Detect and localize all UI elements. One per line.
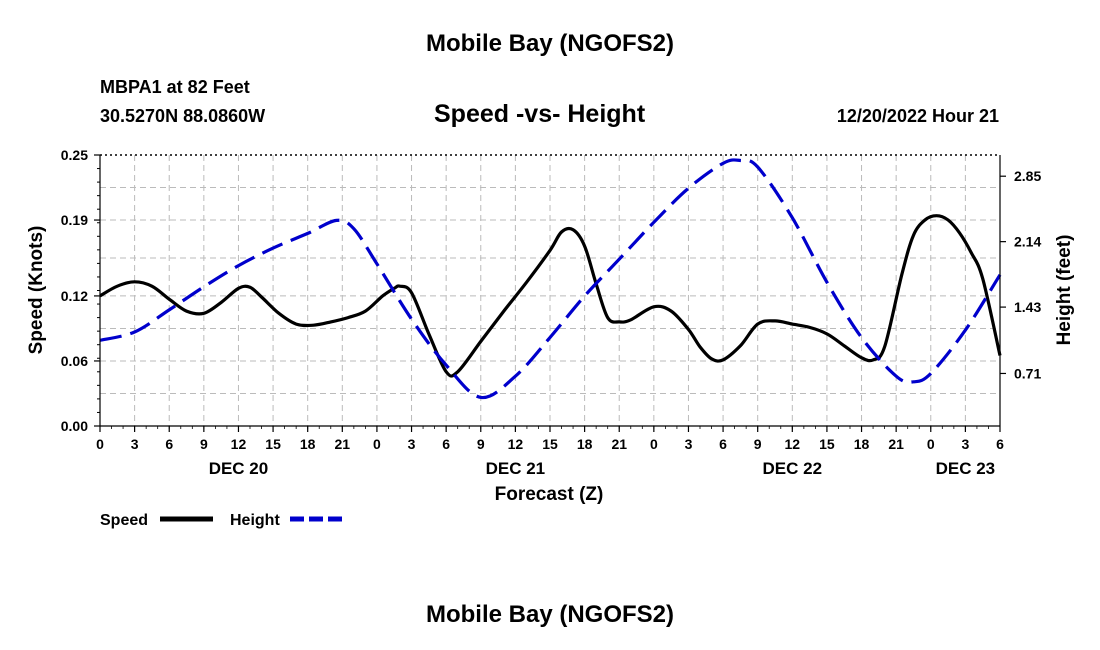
x-tick-label: 6 [996, 436, 1004, 452]
day-label: DEC 22 [763, 459, 823, 478]
x-tick-label: 15 [819, 436, 835, 452]
x-tick-label: 18 [300, 436, 316, 452]
x-tick-label: 15 [542, 436, 558, 452]
legend-height-label: Height [230, 512, 280, 529]
page-title: Mobile Bay (NGOFS2) [425, 30, 675, 57]
x-tick-label: 6 [165, 436, 173, 452]
x-tick-label: 21 [611, 436, 627, 452]
x-tick-label: 3 [408, 436, 416, 452]
x-tick-label: 21 [888, 436, 904, 452]
y-tick-label: 0.25 [61, 147, 88, 163]
x-tick-label: 9 [477, 436, 485, 452]
height-series-line [99, 158, 1002, 400]
x-tick-label: 0 [96, 436, 104, 452]
x-tick-label: 3 [685, 436, 693, 452]
x-tick-label: 18 [854, 436, 870, 452]
y2-tick-label: 1.43 [1014, 299, 1041, 315]
station-label: MBPA1 at 82 Feet [100, 77, 250, 97]
footer-title: Mobile Bay (NGOFS2) [425, 601, 675, 628]
axes: 0.00 0.06 0.12 0.19 0.25 0.71 1.43 2.14 2.85 0 3 6 9… [61, 147, 1042, 478]
x-tick-label: 0 [373, 436, 381, 452]
y-axis-title: Speed (Knots) [26, 226, 47, 355]
x-tick-label: 21 [335, 436, 351, 452]
y2-axis-title: Height (feet) [1054, 235, 1075, 346]
y2-tick-label: 0.71 [1014, 365, 1041, 381]
speed-series-line [99, 214, 1002, 378]
grid [100, 155, 1000, 426]
y-tick-label: 0.12 [61, 288, 88, 304]
legend: Speed Height [100, 512, 343, 529]
day-label: DEC 23 [936, 459, 996, 478]
x-tick-label: 0 [650, 436, 658, 452]
y2-tick-label: 2.85 [1014, 168, 1041, 184]
chart-title: Speed -vs- Height [434, 100, 646, 128]
x-tick-label: 3 [961, 436, 969, 452]
x-tick-label: 9 [200, 436, 208, 452]
x-tick-label: 15 [265, 436, 281, 452]
y-tick-label: 0.00 [61, 418, 88, 434]
x-tick-label: 0 [927, 436, 935, 452]
y-tick-label: 0.06 [61, 353, 88, 369]
x-tick-label: 12 [231, 436, 247, 452]
day-label: DEC 20 [209, 459, 269, 478]
series-layer [99, 158, 1002, 400]
x-tick-label: 18 [577, 436, 593, 452]
x-tick-label: 6 [442, 436, 450, 452]
x-tick-label: 12 [785, 436, 801, 452]
x-tick-label: 3 [131, 436, 139, 452]
coordinates-label: 30.5270N 88.0860W [100, 106, 266, 126]
x-tick-label: 9 [754, 436, 762, 452]
x-axis-title: Forecast (Z) [495, 484, 604, 505]
x-tick-label: 6 [719, 436, 727, 452]
legend-speed-label: Speed [100, 512, 148, 529]
x-tick-label: 12 [508, 436, 524, 452]
timestamp-label: 12/20/2022 Hour 21 [836, 106, 999, 126]
day-label: DEC 21 [486, 459, 546, 478]
y-tick-label: 0.19 [61, 212, 88, 228]
speed-height-chart: 0.00 0.06 0.12 0.19 0.25 0.71 1.43 2.14 2.85 0 3 6 9… [26, 147, 1075, 529]
y2-tick-label: 2.14 [1014, 234, 1041, 250]
